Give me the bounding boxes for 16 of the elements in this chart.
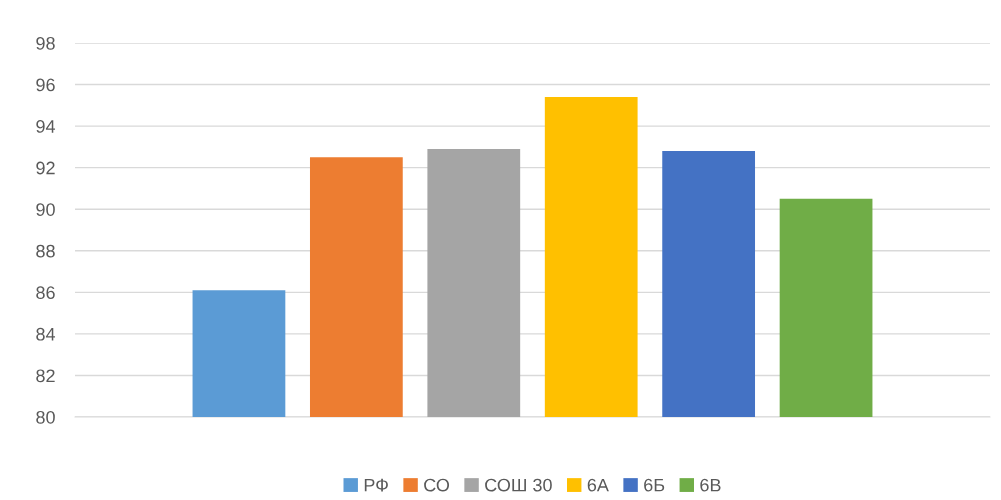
y-tick-label: 80: [36, 410, 55, 424]
legend-label: СОШ 30: [485, 478, 552, 492]
legend-label: 6В: [700, 478, 721, 492]
y-tick-label: 86: [36, 286, 55, 300]
legend-label: 6Б: [644, 478, 665, 492]
legend-label: СО: [424, 478, 450, 492]
y-tick-label: 94: [36, 120, 56, 133]
y-tick-label: 88: [36, 244, 55, 258]
y-tick-label: 92: [36, 161, 55, 175]
y-tick-label: 96: [36, 78, 55, 92]
y-tick-label: 98: [36, 36, 55, 50]
legend-label: РФ: [364, 478, 388, 492]
y-tick-label: 84: [36, 327, 56, 341]
legend-label: 6А: [587, 478, 609, 492]
y-tick-label: 82: [36, 369, 55, 383]
y-tick-label: 90: [36, 203, 55, 216]
